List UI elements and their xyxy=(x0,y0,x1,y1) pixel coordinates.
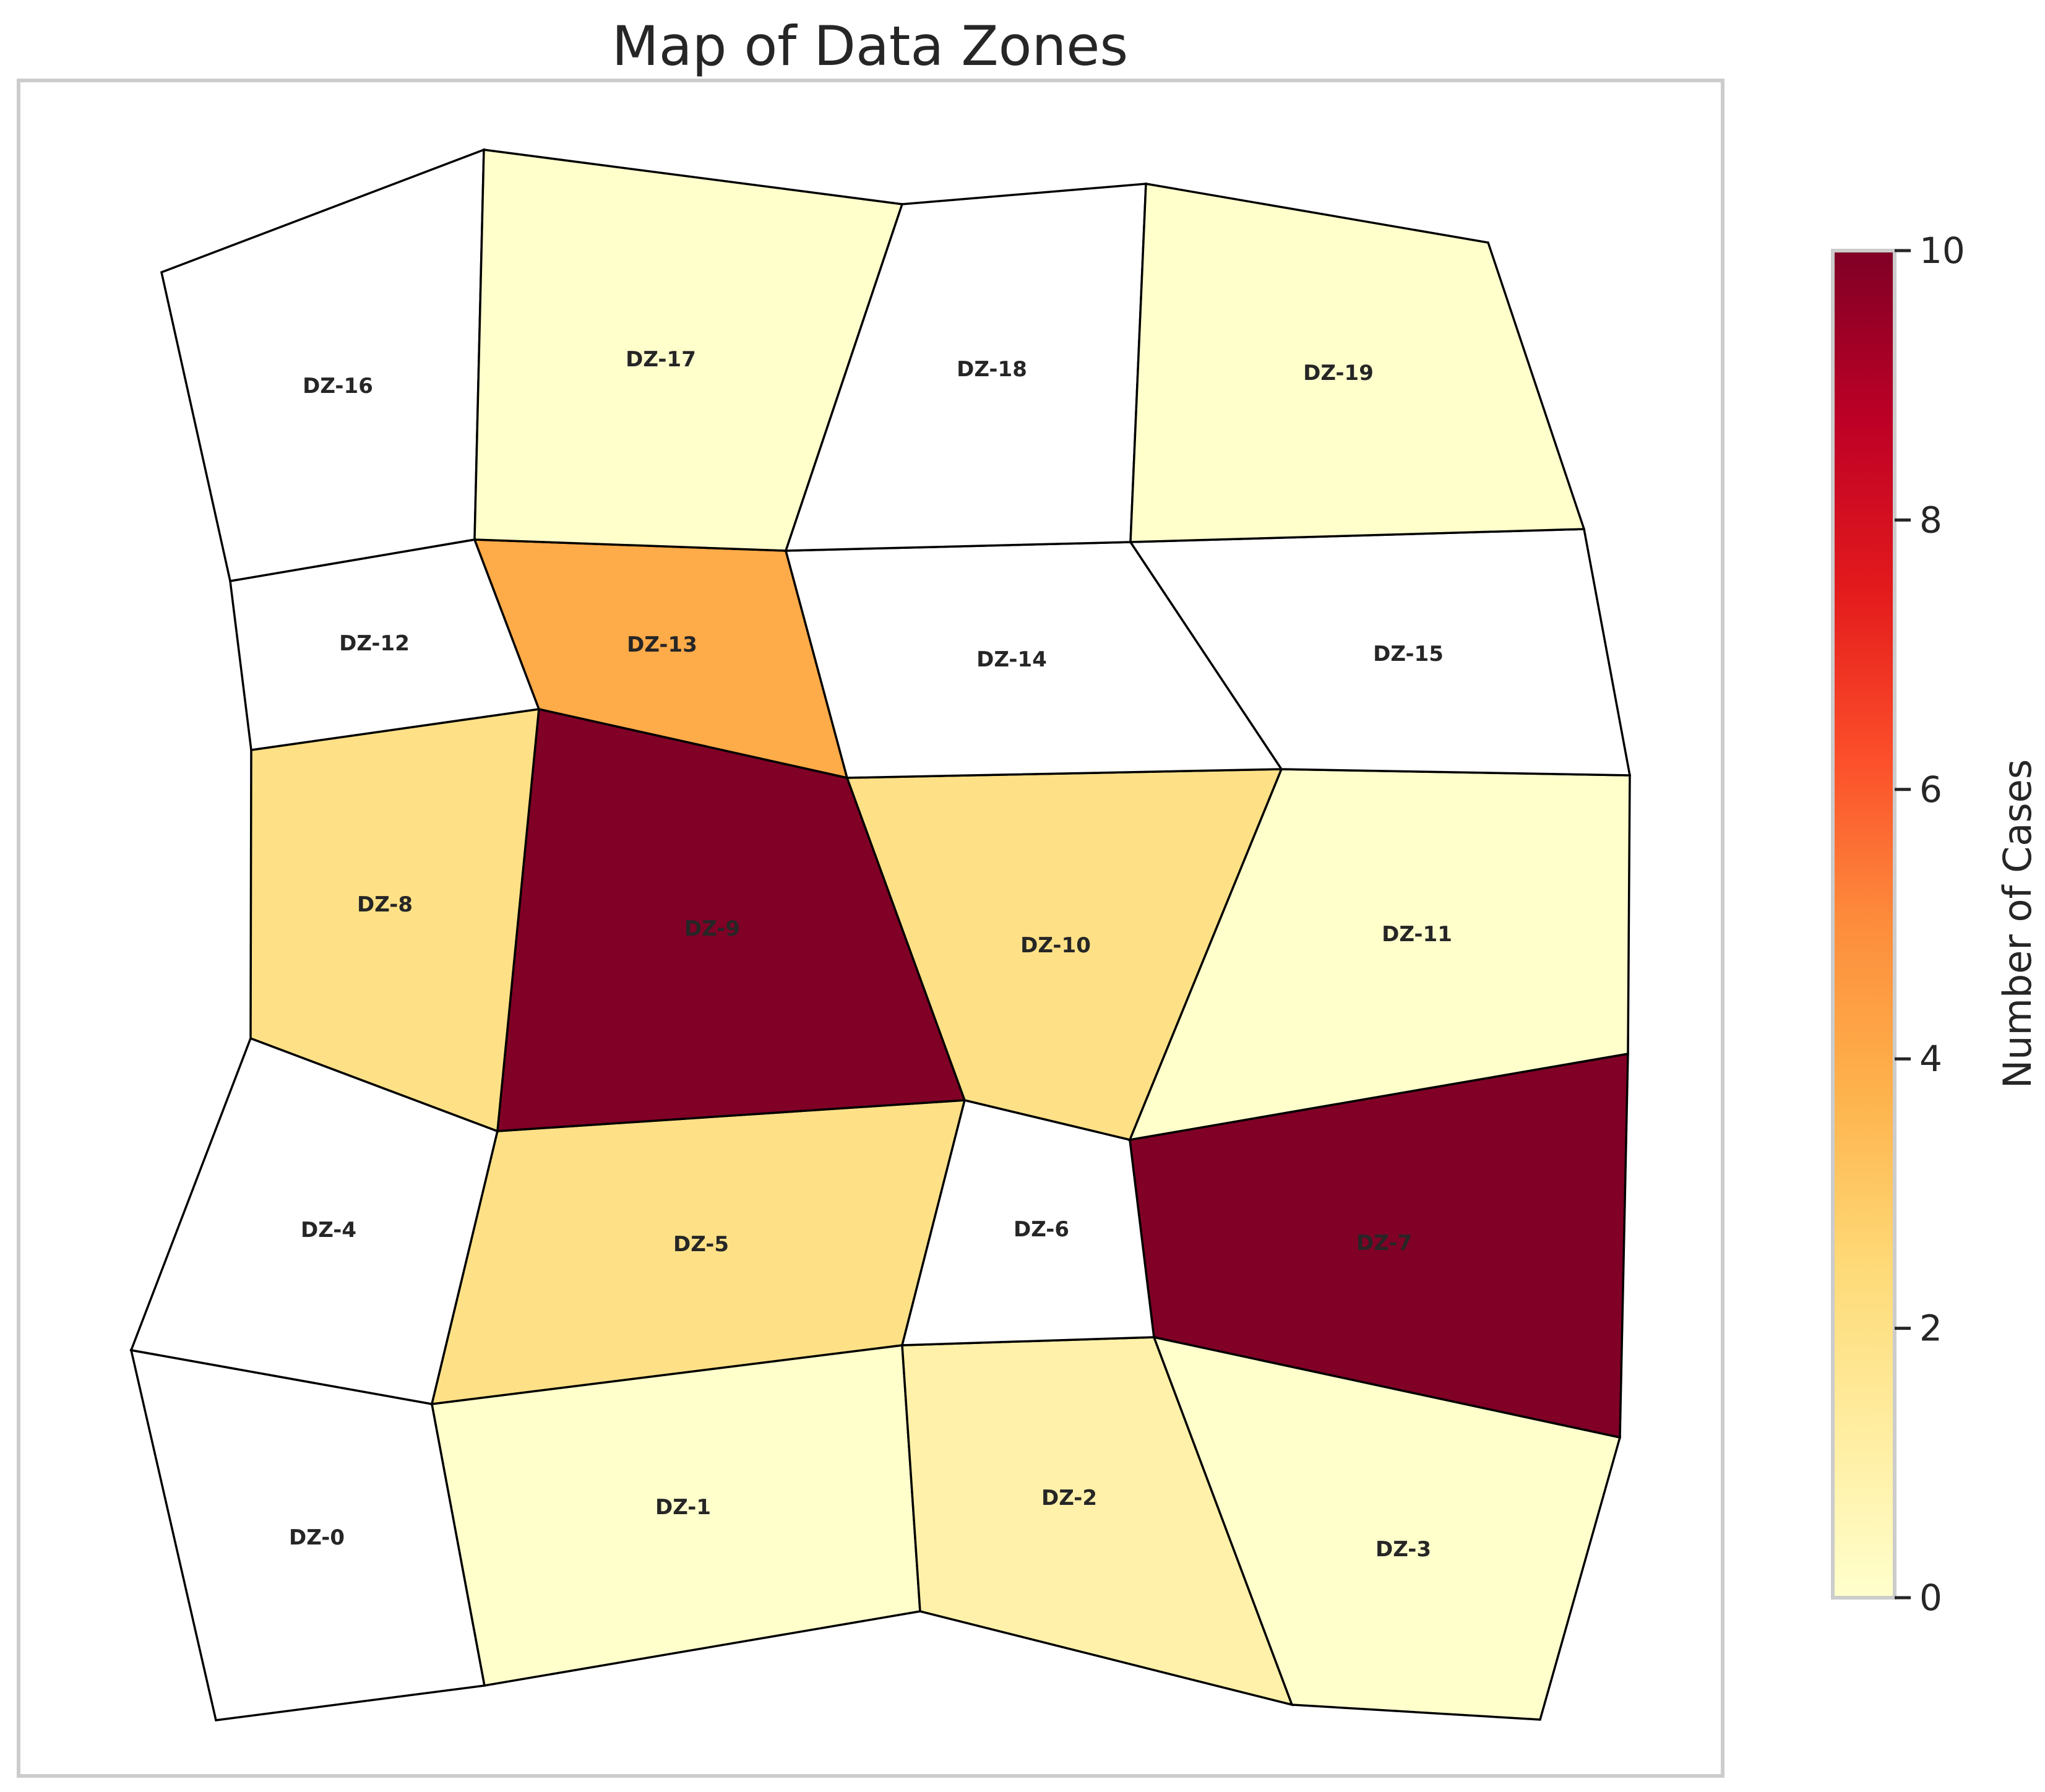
zone-label-dz-2: DZ-2 xyxy=(1041,1486,1097,1510)
colorbar-ticks: 0 2 4 6 8 10 xyxy=(1895,230,1965,1619)
colorbar-tick-label-2: 2 xyxy=(1919,1307,1942,1350)
colorbar-label: Number of Cases xyxy=(1995,759,2040,1088)
zone-label-dz-11: DZ-11 xyxy=(1382,922,1452,947)
zone-label-dz-17: DZ-17 xyxy=(626,347,696,372)
colorbar-tick-label-4: 4 xyxy=(1919,1038,1942,1080)
zone-label-dz-14: DZ-14 xyxy=(976,647,1047,672)
colorbar: 0 2 4 6 8 10 Number of Cases xyxy=(1831,230,2040,1619)
zone-label-dz-0: DZ-0 xyxy=(289,1525,345,1550)
zone-label-dz-18: DZ-18 xyxy=(957,357,1027,382)
colorbar-gradient xyxy=(1833,251,1895,1598)
zone-label-dz-8: DZ-8 xyxy=(357,892,413,917)
zone-label-dz-3: DZ-3 xyxy=(1376,1537,1431,1562)
zone-label-dz-9: DZ-9 xyxy=(684,916,740,941)
colorbar-frame xyxy=(1831,249,1896,1600)
colorbar-tick-label-6: 6 xyxy=(1919,769,1942,811)
zone-label-dz-7: DZ-7 xyxy=(1356,1231,1412,1256)
zone-dz-16[interactable] xyxy=(160,148,485,583)
zone-label-dz-6: DZ-6 xyxy=(1014,1217,1069,1242)
zone-labels-layer: DZ-0 DZ-1 DZ-2 DZ-3 DZ-4 DZ-5 DZ-6 DZ-7 DZ-8 DZ-9… xyxy=(289,347,1452,1562)
zone-label-dz-13: DZ-13 xyxy=(627,632,697,657)
zone-label-dz-1: DZ-1 xyxy=(655,1495,711,1520)
zone-label-dz-5: DZ-5 xyxy=(673,1232,729,1257)
zone-label-dz-10: DZ-10 xyxy=(1020,933,1091,958)
zone-label-dz-12: DZ-12 xyxy=(339,631,410,656)
zone-dz-19[interactable] xyxy=(1129,182,1586,543)
colorbar-tick-label-10: 10 xyxy=(1919,230,1965,272)
zone-label-dz-16: DZ-16 xyxy=(303,374,373,398)
zone-label-dz-4: DZ-4 xyxy=(301,1218,356,1243)
map-title: Map of Data Zones xyxy=(612,14,1128,78)
colorbar-tick-label-0: 0 xyxy=(1919,1577,1942,1619)
zone-label-dz-19: DZ-19 xyxy=(1303,361,1374,386)
colorbar-tick-label-8: 8 xyxy=(1919,499,1942,541)
zone-label-dz-15: DZ-15 xyxy=(1373,642,1444,666)
map-frame xyxy=(17,79,1724,1778)
zones-layer xyxy=(129,148,1632,1721)
